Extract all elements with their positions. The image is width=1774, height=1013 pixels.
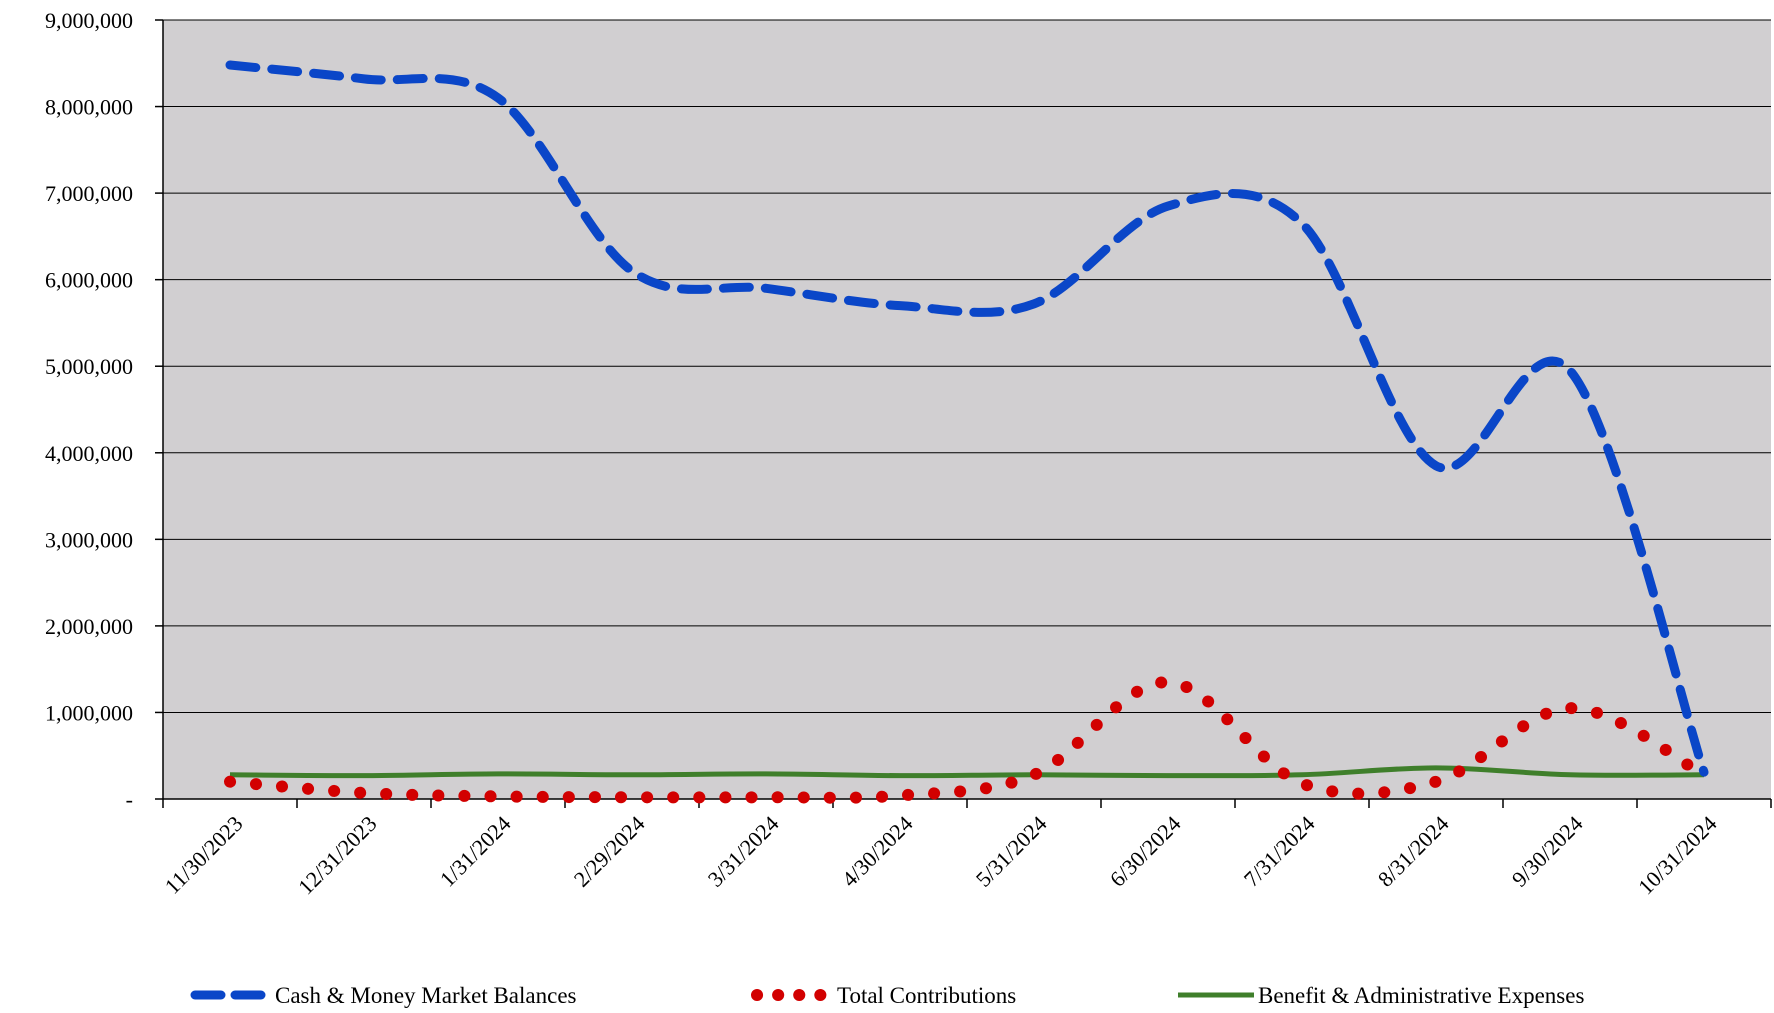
data-point (1704, 772, 1705, 773)
data-point (364, 792, 365, 793)
data-point (498, 97, 499, 98)
data-point (230, 774, 231, 775)
x-tick-label: 9/30/2024 (1507, 811, 1588, 892)
data-point (1570, 774, 1571, 775)
x-tick-label: 3/31/2024 (703, 811, 784, 892)
data-point (1570, 708, 1571, 709)
data-point (498, 796, 499, 797)
x-axis: 11/30/2023 12/31/2023 1/31/2024 2/29/2024 3/… (160, 799, 1772, 900)
x-tick-label: 10/31/2024 (1633, 811, 1722, 900)
y-tick-label: 6,000,000 (45, 268, 133, 293)
data-point (1570, 370, 1571, 371)
series-line (229, 765, 1705, 779)
y-tick-label: - (126, 787, 133, 812)
data-point (1168, 775, 1169, 776)
series-layer (224, 60, 1710, 804)
data-point (230, 65, 231, 66)
gridlines (163, 19, 1771, 713)
data-point (766, 773, 767, 774)
data-point (900, 775, 901, 776)
data-point (900, 305, 901, 306)
legend-label: Total Contributions (837, 983, 1016, 1008)
data-point (1436, 767, 1437, 768)
x-tick-label: 6/30/2024 (1105, 811, 1186, 892)
data-point (1302, 223, 1303, 224)
legend-label: Cash & Money Market Balances (275, 983, 577, 1008)
y-tick-label: 7,000,000 (45, 181, 133, 206)
y-tick-label: 4,000,000 (45, 441, 133, 466)
series-line (224, 676, 1710, 804)
data-point (1302, 774, 1303, 775)
series-dotted (224, 676, 1710, 804)
x-tick-label: 2/29/2024 (569, 811, 650, 892)
x-tick-label: 11/30/2023 (160, 811, 248, 899)
data-point (632, 797, 633, 798)
x-tick-label: 4/30/2024 (837, 811, 918, 892)
x-tick-label: 12/31/2023 (293, 811, 382, 900)
x-tick-label: 7/31/2024 (1239, 811, 1320, 892)
y-tick-label: 5,000,000 (45, 354, 133, 379)
series-solid (229, 765, 1705, 779)
data-point (1168, 206, 1169, 207)
series-dashed (225, 60, 1709, 777)
y-tick-label: 8,000,000 (45, 95, 133, 120)
data-point (364, 78, 365, 79)
data-point (1034, 303, 1035, 304)
y-tick-label: 1,000,000 (45, 700, 133, 725)
data-point (900, 795, 901, 796)
y-axis: - 1,000,000 2,000,000 3,000,000 4,000,000 5,0… (45, 8, 163, 812)
data-point (1302, 783, 1303, 784)
y-tick-label: 9,000,000 (45, 8, 133, 33)
data-point (766, 288, 767, 289)
data-point (1436, 781, 1437, 782)
data-point (230, 781, 231, 782)
series-line (225, 60, 1709, 777)
data-point (632, 271, 633, 272)
y-tick-label: 3,000,000 (45, 527, 133, 552)
data-point (766, 797, 767, 798)
data-point (364, 775, 365, 776)
data-point (498, 773, 499, 774)
legend: Cash & Money Market Balances Total Contri… (190, 983, 1584, 1008)
x-tick-label: 1/31/2024 (435, 811, 516, 892)
y-tick-label: 2,000,000 (45, 614, 133, 639)
data-point (1034, 774, 1035, 775)
legend-label: Benefit & Administrative Expenses (1258, 983, 1584, 1008)
plot-area (163, 20, 1771, 799)
x-tick-label: 8/31/2024 (1373, 811, 1454, 892)
x-tick-label: 5/31/2024 (971, 811, 1052, 892)
data-point (1168, 682, 1169, 683)
data-point (1436, 465, 1437, 466)
data-point (632, 774, 633, 775)
